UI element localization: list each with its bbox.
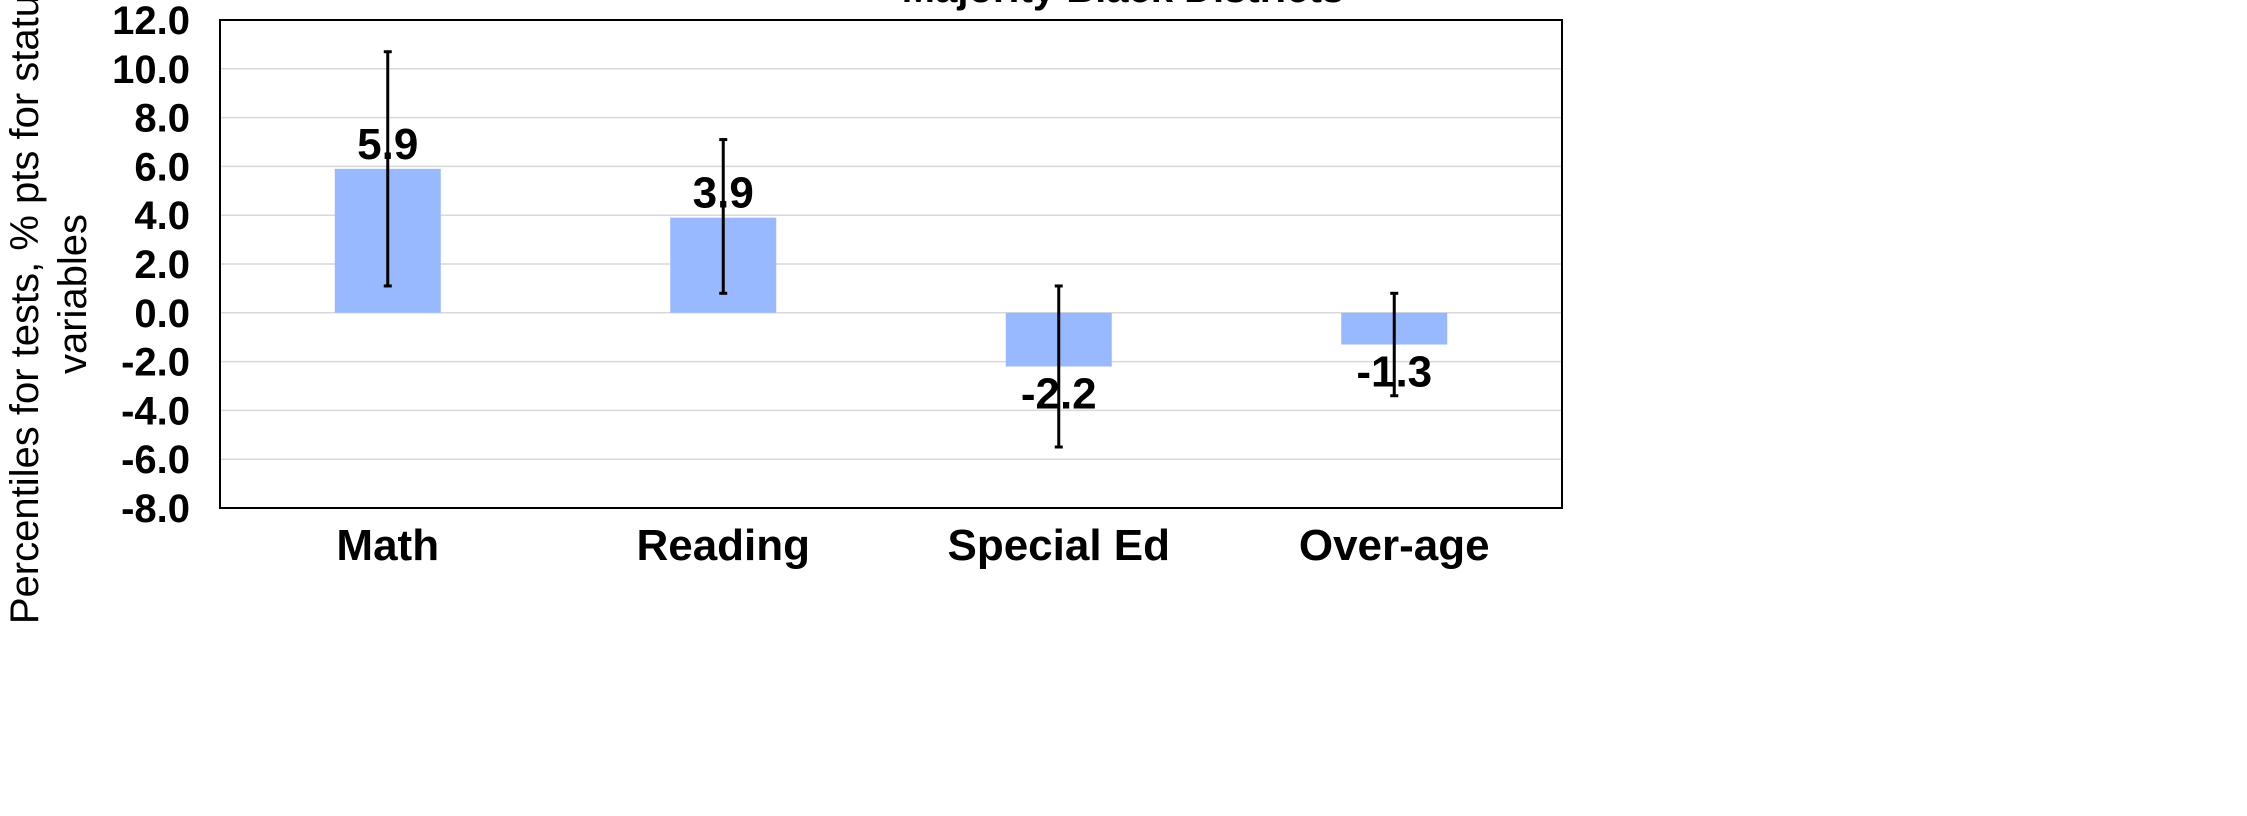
y-tick-label: 12.0: [112, 0, 190, 43]
y-tick-label: 6.0: [134, 145, 190, 189]
y-tick-label: 8.0: [134, 97, 190, 141]
data-labels: 5.9 3.9 -2.2 -1.3: [357, 120, 1432, 419]
y-tick-label: -2.0: [121, 341, 190, 385]
chart-title: Majority Black Districts: [902, 0, 1344, 11]
y-tick-label: 4.0: [134, 194, 190, 238]
y-tick-label: 0.0: [134, 292, 190, 336]
x-category-label: Special Ed: [947, 521, 1170, 570]
x-category-label: Math: [336, 521, 439, 570]
y-axis-tick-labels: 12.0 10.0 8.06.0 4.0 2.0 0.0 -2.0-4.0 -6.0 -8.0: [112, 0, 190, 531]
x-axis-category-labels: Math Reading Special Ed Over-age: [336, 521, 1489, 570]
data-label: -1.3: [1356, 348, 1432, 397]
x-category-label: Reading: [636, 521, 810, 570]
y-tick-label: 10.0: [112, 48, 190, 92]
y-axis-title-line-2: variables: [51, 214, 95, 374]
y-tick-label: -8.0: [121, 487, 190, 531]
y-axis-title-line-1: Percentiles for tests, % pts for status: [3, 0, 47, 624]
error-bars: [383, 50, 1399, 449]
plot-area-frame: [219, 19, 1563, 509]
y-tick-label: 2.0: [134, 243, 190, 287]
x-category-label: Over-age: [1299, 521, 1490, 570]
y-tick-label: -6.0: [121, 438, 190, 482]
bars: [334, 168, 1448, 367]
y-tick-label: -4.0: [121, 389, 190, 433]
data-label: 5.9: [357, 120, 418, 169]
y-axis-title: Percentiles for tests, % pts for status …: [3, 0, 95, 624]
data-label: 3.9: [693, 169, 754, 218]
data-label: -2.2: [1021, 369, 1097, 418]
